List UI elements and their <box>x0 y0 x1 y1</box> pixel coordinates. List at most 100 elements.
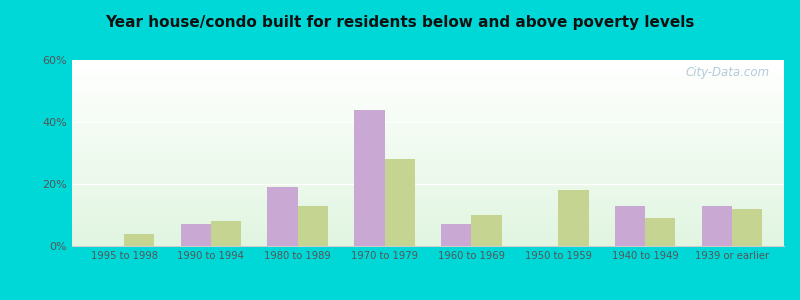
Bar <box>72 66 784 67</box>
Bar <box>72 68 784 69</box>
Bar <box>72 226 784 227</box>
Bar <box>72 157 784 158</box>
Bar <box>72 140 784 141</box>
Bar <box>72 116 784 117</box>
Bar <box>72 160 784 161</box>
Bar <box>72 196 784 197</box>
Bar <box>124 234 154 246</box>
Bar <box>72 144 784 145</box>
Bar <box>211 221 242 246</box>
Bar <box>72 87 784 88</box>
Bar <box>72 78 784 79</box>
Bar <box>72 238 784 239</box>
Bar <box>72 139 784 140</box>
Bar <box>72 233 784 234</box>
Bar <box>72 237 784 238</box>
Bar <box>72 76 784 77</box>
Bar <box>72 151 784 152</box>
Bar <box>72 107 784 108</box>
Bar <box>72 148 784 149</box>
Bar <box>72 242 784 243</box>
Bar <box>72 198 784 199</box>
Bar <box>72 236 784 237</box>
Bar <box>72 124 784 125</box>
Bar <box>72 181 784 182</box>
Bar <box>72 230 784 231</box>
Bar <box>72 135 784 136</box>
Bar <box>72 183 784 184</box>
Bar <box>72 149 784 150</box>
Bar <box>72 240 784 241</box>
Bar <box>72 224 784 225</box>
Bar <box>72 166 784 167</box>
Bar <box>72 113 784 114</box>
Bar <box>72 102 784 103</box>
Bar <box>72 215 784 216</box>
Bar <box>72 146 784 147</box>
Bar <box>72 189 784 190</box>
Bar <box>72 150 784 151</box>
Bar <box>72 110 784 111</box>
Bar <box>72 234 784 235</box>
Bar <box>72 199 784 200</box>
Bar <box>72 165 784 166</box>
Bar <box>72 104 784 105</box>
Bar <box>72 89 784 90</box>
Bar <box>72 108 784 109</box>
Bar <box>72 179 784 180</box>
Bar <box>72 98 784 99</box>
Bar <box>72 115 784 116</box>
Bar <box>72 137 784 138</box>
Bar <box>72 112 784 113</box>
Bar <box>72 208 784 209</box>
Bar <box>72 122 784 123</box>
Bar <box>72 80 784 81</box>
Bar <box>72 178 784 179</box>
Bar <box>72 175 784 176</box>
Bar <box>72 206 784 207</box>
Bar <box>72 75 784 76</box>
Bar <box>72 130 784 131</box>
Bar <box>72 84 784 85</box>
Bar <box>72 69 784 70</box>
Bar <box>72 79 784 80</box>
Bar <box>72 143 784 144</box>
Bar <box>72 103 784 104</box>
Bar <box>72 177 784 178</box>
Bar <box>72 72 784 73</box>
Bar <box>72 90 784 91</box>
Bar <box>72 155 784 156</box>
Bar <box>72 219 784 220</box>
Bar <box>72 158 784 159</box>
Bar <box>72 101 784 102</box>
Bar <box>72 132 784 133</box>
Bar <box>72 176 784 177</box>
Bar <box>72 191 784 192</box>
Bar <box>72 239 784 240</box>
Bar <box>72 171 784 172</box>
Bar <box>72 159 784 160</box>
Bar <box>72 85 784 86</box>
Bar <box>645 218 675 246</box>
Bar <box>72 67 784 68</box>
Bar <box>72 96 784 97</box>
Bar <box>702 206 732 246</box>
Bar <box>72 128 784 129</box>
Bar <box>72 147 784 148</box>
Bar <box>72 105 784 106</box>
Bar <box>72 162 784 163</box>
Bar <box>72 194 784 195</box>
Bar <box>72 231 784 232</box>
Bar <box>441 224 471 246</box>
Bar <box>72 180 784 181</box>
Bar <box>471 215 502 246</box>
Bar <box>72 92 784 94</box>
Bar <box>385 159 415 246</box>
Bar <box>72 220 784 221</box>
Bar <box>72 161 784 162</box>
Bar <box>72 106 784 107</box>
Bar <box>72 188 784 189</box>
Bar <box>72 174 784 175</box>
Bar <box>72 204 784 205</box>
Bar <box>72 156 784 157</box>
